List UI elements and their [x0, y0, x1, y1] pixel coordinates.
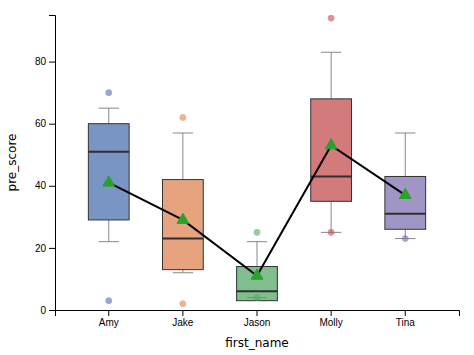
tick: 40	[35, 180, 55, 191]
tick-mark	[49, 310, 55, 311]
tick-mark	[331, 310, 332, 316]
median	[311, 175, 352, 177]
marks	[88, 15, 425, 307]
whisker	[257, 242, 258, 267]
box	[237, 267, 278, 301]
tick-mark	[257, 310, 258, 316]
x-axis-title: first_name	[225, 336, 288, 350]
box-group	[162, 114, 203, 306]
flier	[254, 295, 260, 301]
tick-mark	[182, 310, 183, 316]
box	[88, 124, 129, 220]
mean-marker	[399, 188, 411, 198]
median	[162, 238, 203, 240]
median	[385, 213, 426, 215]
box-group	[385, 133, 426, 242]
tick: Jake	[172, 310, 194, 328]
tick-mark	[49, 62, 55, 63]
median	[88, 151, 129, 153]
flier	[180, 114, 186, 120]
flier	[328, 229, 334, 235]
flier	[180, 301, 186, 307]
whisker-cap	[173, 133, 193, 134]
tick: 20	[35, 243, 55, 254]
tick: Molly	[319, 310, 342, 328]
tick-label: 60	[35, 118, 47, 129]
flier	[328, 15, 334, 21]
x-axis: Amy Jake Jason Molly Tina	[56, 310, 460, 328]
flier	[254, 229, 260, 235]
tick: 80	[35, 56, 55, 67]
whisker-cap	[247, 241, 267, 242]
mean-line	[109, 145, 406, 275]
flier	[106, 298, 112, 304]
plot: 0 20 40 60 80 Amy Jake Jason Molly Tina	[35, 15, 460, 328]
axis-line	[56, 311, 460, 317]
median	[237, 290, 278, 292]
y-axis: 0 20 40 60 80	[35, 16, 56, 316]
tick-mark	[49, 248, 55, 249]
tick-mark	[405, 310, 406, 316]
tick-label: 40	[35, 180, 47, 191]
whisker-cap	[99, 241, 119, 242]
box-group	[311, 15, 352, 235]
box-group	[88, 90, 129, 304]
chart: 0 20 40 60 80 Amy Jake Jason Molly Tina first_name…	[0, 0, 474, 355]
tick-mark	[108, 310, 109, 316]
tick-label: Jason	[244, 317, 271, 328]
flier	[106, 90, 112, 96]
whisker-cap	[395, 133, 415, 134]
whisker-cap	[99, 108, 119, 109]
tick-label: 0	[40, 305, 46, 316]
box	[162, 180, 203, 270]
whisker	[108, 220, 109, 242]
whisker	[108, 108, 109, 124]
mean-marker	[103, 176, 115, 186]
whisker-cap	[321, 52, 341, 53]
whisker-cap	[173, 272, 193, 273]
tick: 60	[35, 118, 55, 129]
tick-label: Amy	[99, 317, 119, 328]
tick-label: Molly	[319, 317, 342, 328]
whisker	[331, 201, 332, 232]
tick-label: Jake	[172, 317, 194, 328]
tick: Jason	[244, 310, 271, 328]
mean-marker	[325, 139, 337, 149]
whisker	[331, 52, 332, 99]
tick-mark	[49, 124, 55, 125]
tick: Amy	[99, 310, 119, 328]
whisker	[405, 133, 406, 176]
tick-label: 80	[35, 56, 47, 67]
flier	[402, 236, 408, 242]
y-axis-title: pre_score	[5, 134, 19, 192]
tick: 0	[40, 305, 55, 316]
mean-marker	[177, 213, 189, 223]
axis-line	[49, 16, 56, 311]
whisker	[182, 133, 183, 180]
tick-label: Tina	[396, 317, 416, 328]
mean-marker	[251, 269, 263, 279]
tick-label: 20	[35, 243, 47, 254]
box	[311, 99, 352, 201]
tick: Tina	[396, 310, 416, 328]
tick-mark	[49, 186, 55, 187]
